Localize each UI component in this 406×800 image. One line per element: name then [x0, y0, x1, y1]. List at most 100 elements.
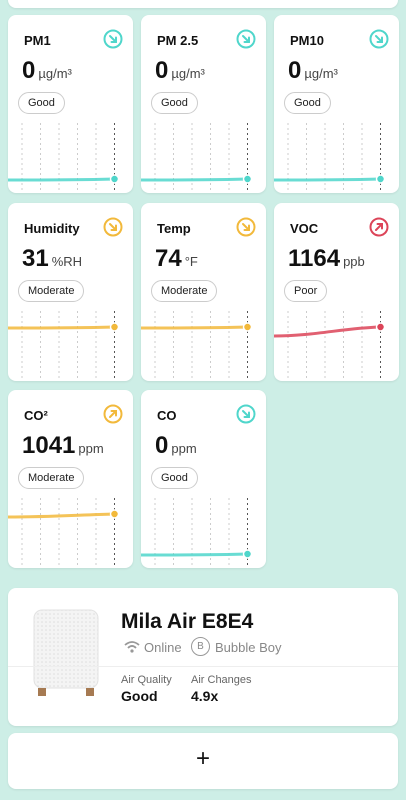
value-number: 0	[22, 57, 36, 84]
trend-end	[109, 321, 120, 332]
sensor-card[interactable]: CO² 1041 ppm Moderate	[8, 390, 133, 568]
sensor-label: CO	[157, 408, 177, 423]
trend-end	[242, 174, 253, 184]
sensor-card[interactable]: Temp 74 °F Moderate	[141, 202, 266, 381]
trend-icon	[103, 29, 123, 49]
sensor-value: 0 µg/m³	[288, 57, 338, 85]
trend-ring	[236, 217, 256, 236]
trend-arrow	[109, 410, 117, 418]
trend-arrow	[109, 222, 117, 231]
sparkline	[274, 123, 386, 191]
trend-icon	[236, 217, 256, 236]
trend-icon	[103, 217, 123, 236]
room-badge: B	[191, 637, 210, 656]
connection-status: Online	[144, 640, 182, 655]
trend-ring	[369, 29, 389, 49]
value-unit: µg/m³	[304, 66, 338, 81]
value-number: 1041	[22, 432, 76, 459]
trend-ring	[103, 217, 123, 236]
sensor-card[interactable]: PM 2.5 0 µg/m³ Good	[141, 15, 266, 193]
sensor-card[interactable]: PM10 0 µg/m³ Good	[274, 15, 399, 193]
trend-icon	[369, 217, 389, 236]
sparkline	[8, 123, 120, 191]
trend-line	[141, 552, 248, 557]
value-unit: ppm	[78, 441, 104, 456]
sensor-label: PM 2.5	[157, 33, 199, 48]
value-number: 0	[155, 57, 169, 84]
value-number: 74	[155, 244, 182, 272]
add-device-button[interactable]: +	[8, 733, 398, 789]
purifier-image	[33, 609, 99, 696]
sensor-value: 0 µg/m³	[22, 57, 72, 85]
trend-line	[8, 177, 115, 182]
sensor-label: PM10	[290, 33, 324, 48]
value-number: 0	[155, 432, 169, 459]
trend-icon	[236, 29, 256, 49]
trend-ring	[236, 29, 256, 49]
add-label: +	[195, 745, 210, 772]
value-unit: ppm	[171, 441, 197, 456]
trend-line	[274, 177, 381, 182]
sensor-card[interactable]: PM1 0 µg/m³ Good	[8, 15, 133, 193]
sensor-card[interactable]: Humidity 31 %RH Moderate	[8, 202, 133, 381]
trend-end	[109, 174, 120, 184]
trend-ring	[236, 404, 256, 424]
trend-line	[141, 177, 248, 182]
room-name: Bubble Boy	[215, 640, 282, 655]
trend-end	[242, 321, 253, 332]
trend-ring	[103, 404, 123, 424]
sensor-label: PM1	[24, 33, 51, 48]
status-pill: Good	[284, 92, 331, 114]
trend-ring	[369, 217, 389, 236]
stat-label: Air Changes	[191, 674, 252, 686]
previous-card	[8, 0, 398, 8]
trend-arrow	[242, 35, 250, 43]
trend-arrow	[242, 410, 250, 418]
trend-end	[375, 174, 386, 184]
trend-icon	[103, 404, 123, 424]
trend-end	[109, 509, 120, 519]
value-unit: °F	[184, 253, 198, 269]
trend-icon	[236, 404, 256, 424]
trend-arrow	[242, 222, 250, 231]
status-pill: Moderate	[151, 279, 218, 302]
status-pill: Good	[151, 92, 198, 114]
sensor-value: 1041 ppm	[22, 432, 104, 460]
device-name: Mila Air E8E4	[121, 610, 254, 633]
sensor-label: CO²	[24, 408, 48, 423]
trend-arrow	[109, 35, 117, 43]
sensor-card[interactable]: VOC 1164 ppb Poor	[274, 202, 399, 381]
trend-line	[8, 325, 115, 329]
value-number: 0	[288, 57, 302, 84]
trend-end	[375, 321, 386, 332]
stat-label: Air Quality	[121, 674, 172, 686]
status-pill: Moderate	[18, 279, 85, 302]
sensor-value: 74 °F	[155, 245, 198, 273]
sensor-card[interactable]: CO 0 ppm Good	[141, 390, 266, 568]
sensor-value: 0 µg/m³	[155, 57, 205, 85]
value-number: 31	[22, 244, 49, 272]
trend-arrow	[375, 222, 383, 231]
sensor-label: Temp	[157, 220, 191, 236]
status-pill: Good	[151, 467, 198, 489]
sparkline	[8, 310, 120, 379]
sparkline	[141, 123, 253, 191]
value-number: 1164	[288, 244, 341, 272]
trend-line	[8, 512, 115, 519]
stat-value: 4.9x	[191, 688, 219, 704]
sensor-value: 0 ppm	[155, 432, 197, 460]
sparkline	[141, 498, 253, 566]
trend-line	[274, 325, 381, 337]
trend-ring	[103, 29, 123, 49]
stat-value: Good	[121, 688, 158, 704]
wifi-icon	[124, 641, 140, 653]
status-pill: Poor	[284, 279, 328, 302]
sparkline	[274, 310, 386, 379]
trend-line	[141, 325, 248, 329]
value-unit: µg/m³	[38, 66, 72, 81]
value-unit: ppb	[343, 253, 365, 269]
sensor-value: 1164 ppb	[288, 245, 365, 273]
device-card[interactable]: Mila Air E8E4 Online B Bubble Boy Air Qu…	[8, 588, 398, 726]
sparkline	[141, 310, 253, 379]
value-unit: µg/m³	[171, 66, 205, 81]
